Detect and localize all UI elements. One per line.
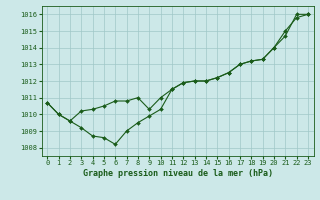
X-axis label: Graphe pression niveau de la mer (hPa): Graphe pression niveau de la mer (hPa) — [83, 169, 273, 178]
